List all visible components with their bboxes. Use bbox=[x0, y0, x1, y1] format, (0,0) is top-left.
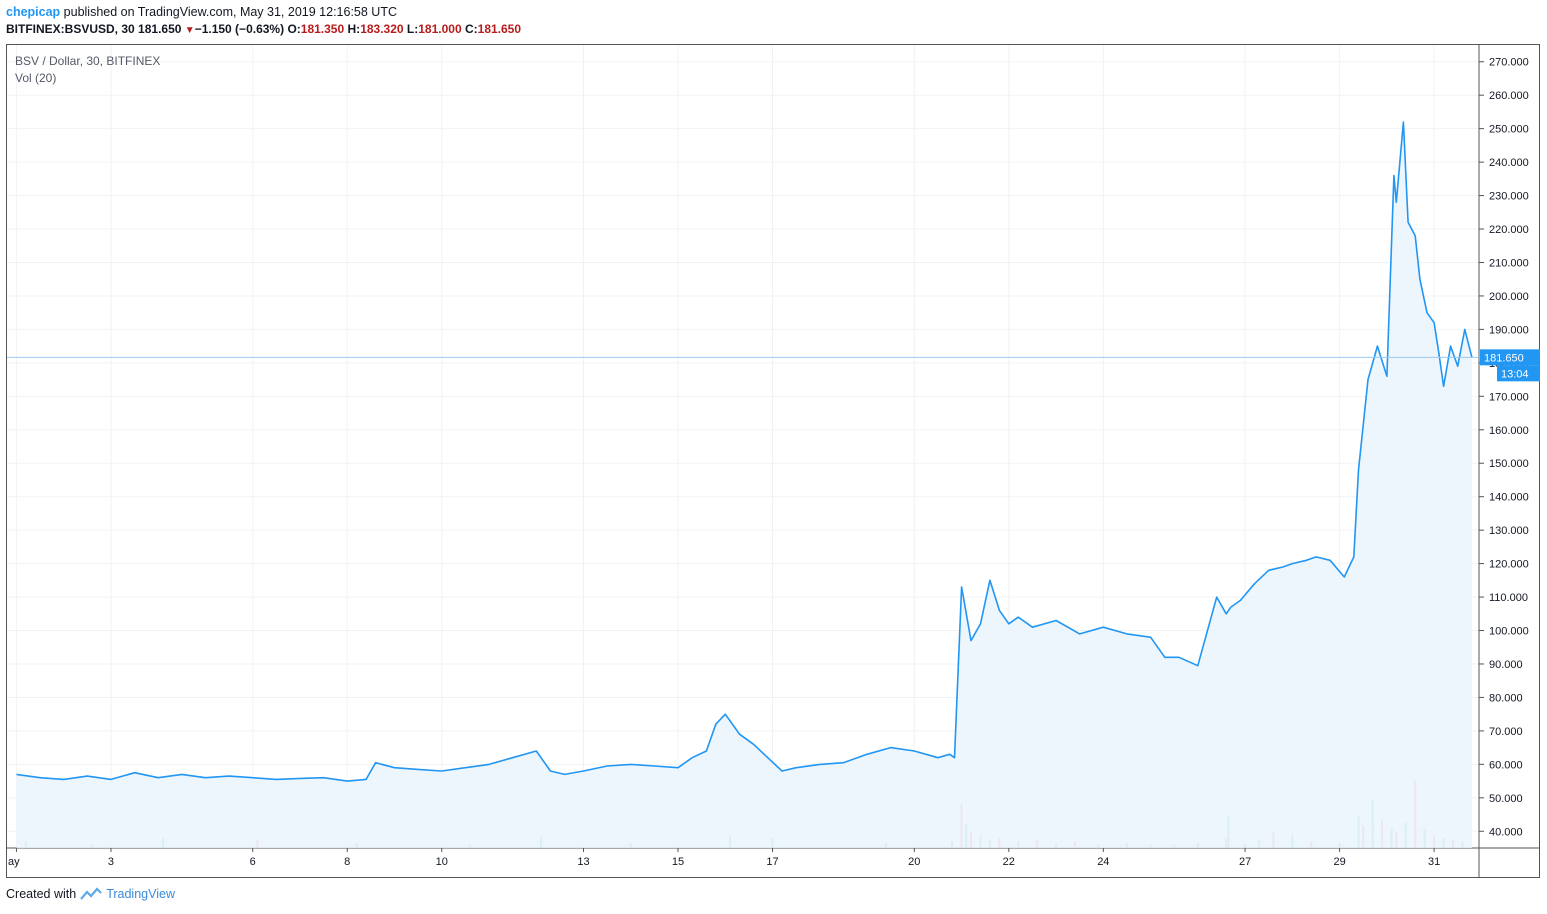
x-tick-label: 27 bbox=[1239, 856, 1251, 868]
y-tick-label: 250.000 bbox=[1489, 124, 1529, 136]
y-tick-label: 80.000 bbox=[1489, 692, 1523, 704]
last-price-tag bbox=[1480, 349, 1540, 366]
x-tick-label: 10 bbox=[436, 856, 448, 868]
low-value: 181.000 bbox=[418, 22, 462, 36]
created-with-label: Created with bbox=[6, 887, 77, 901]
x-tick-label: 31 bbox=[1428, 856, 1440, 868]
x-tick-label: 24 bbox=[1097, 856, 1109, 868]
legend-title: BSV / Dollar, 30, BITFINEX bbox=[15, 54, 161, 68]
y-tick-label: 220.000 bbox=[1489, 224, 1529, 236]
down-arrow-icon: ▼ bbox=[184, 25, 195, 36]
y-tick-label: 120.000 bbox=[1489, 559, 1529, 571]
open-value: 181.350 bbox=[300, 22, 345, 36]
y-tick-label: 150.000 bbox=[1489, 458, 1529, 470]
price-area-fill bbox=[16, 122, 1472, 848]
last-price: 181.650 bbox=[138, 22, 182, 36]
publish-line: chepicap published on TradingView.com, M… bbox=[6, 4, 521, 21]
x-tick-label: 13 bbox=[577, 856, 589, 868]
high-label: H: bbox=[347, 22, 361, 36]
price-change: −1.150 (−0.63%) bbox=[194, 22, 285, 36]
tradingview-logo-icon bbox=[80, 887, 102, 900]
symbol-label: BITFINEX:BSVUSD, 30 bbox=[6, 22, 135, 36]
y-tick-label: 170.000 bbox=[1489, 391, 1529, 403]
y-tick-label: 60.000 bbox=[1489, 759, 1523, 771]
x-tick-label: 15 bbox=[672, 856, 684, 868]
y-tick-label: 100.000 bbox=[1489, 626, 1529, 638]
x-tick-label: 20 bbox=[908, 856, 920, 868]
chart-header: chepicap published on TradingView.com, M… bbox=[6, 4, 521, 39]
x-tick-label: 8 bbox=[344, 856, 350, 868]
y-tick-label: 50.000 bbox=[1489, 793, 1523, 805]
y-tick-label: 70.000 bbox=[1489, 726, 1523, 738]
countdown-tag bbox=[1497, 365, 1540, 382]
y-tick-label: 230.000 bbox=[1489, 191, 1529, 203]
y-tick-label: 110.000 bbox=[1489, 592, 1528, 604]
y-tick-label: 210.000 bbox=[1489, 257, 1529, 269]
quote-line: BITFINEX:BSVUSD, 30 181.650 ▼−1.150 (−0.… bbox=[6, 21, 521, 39]
y-tick-label: 130.000 bbox=[1489, 525, 1529, 537]
price-line[interactable] bbox=[16, 121, 1473, 782]
y-tick-label: 270.000 bbox=[1489, 57, 1529, 69]
x-tick-label: ay bbox=[8, 856, 20, 868]
y-tick-label: 90.000 bbox=[1489, 659, 1523, 671]
y-tick-label: 140.000 bbox=[1489, 492, 1529, 504]
last-price-tag-label: 181.650 bbox=[1484, 352, 1524, 364]
close-label: C: bbox=[464, 22, 478, 36]
published-text: published on TradingView.com, May 31, 20… bbox=[63, 5, 397, 19]
open-label: O: bbox=[287, 22, 301, 36]
chart-frame bbox=[6, 44, 1540, 878]
x-tick-label: 22 bbox=[1003, 856, 1015, 868]
y-tick-label: 190.000 bbox=[1489, 324, 1529, 336]
y-tick-label: 260.000 bbox=[1489, 90, 1529, 102]
countdown-tag-label: 13:04 bbox=[1501, 368, 1529, 380]
y-tick-label: 160.000 bbox=[1489, 425, 1529, 437]
x-tick-label: 17 bbox=[766, 856, 778, 868]
x-tick-label: 29 bbox=[1333, 856, 1345, 868]
close-value: 181.650 bbox=[477, 22, 522, 36]
chart-legend: BSV / Dollar, 30, BITFINEX Vol (20) bbox=[15, 53, 160, 87]
y-tick-label: 40.000 bbox=[1489, 826, 1523, 838]
footer: Created with TradingView bbox=[6, 887, 175, 901]
x-tick-label: 3 bbox=[108, 856, 114, 868]
publisher-link[interactable]: chepicap bbox=[6, 5, 61, 19]
x-tick-label: 6 bbox=[250, 856, 256, 868]
legend-indicator: Vol (20) bbox=[15, 71, 57, 85]
high-value: 183.320 bbox=[360, 22, 404, 36]
y-tick-label: 240.000 bbox=[1489, 157, 1529, 169]
low-label: L: bbox=[406, 22, 419, 36]
tradingview-brand[interactable]: TradingView bbox=[106, 887, 175, 901]
y-tick-label: 200.000 bbox=[1489, 291, 1529, 303]
